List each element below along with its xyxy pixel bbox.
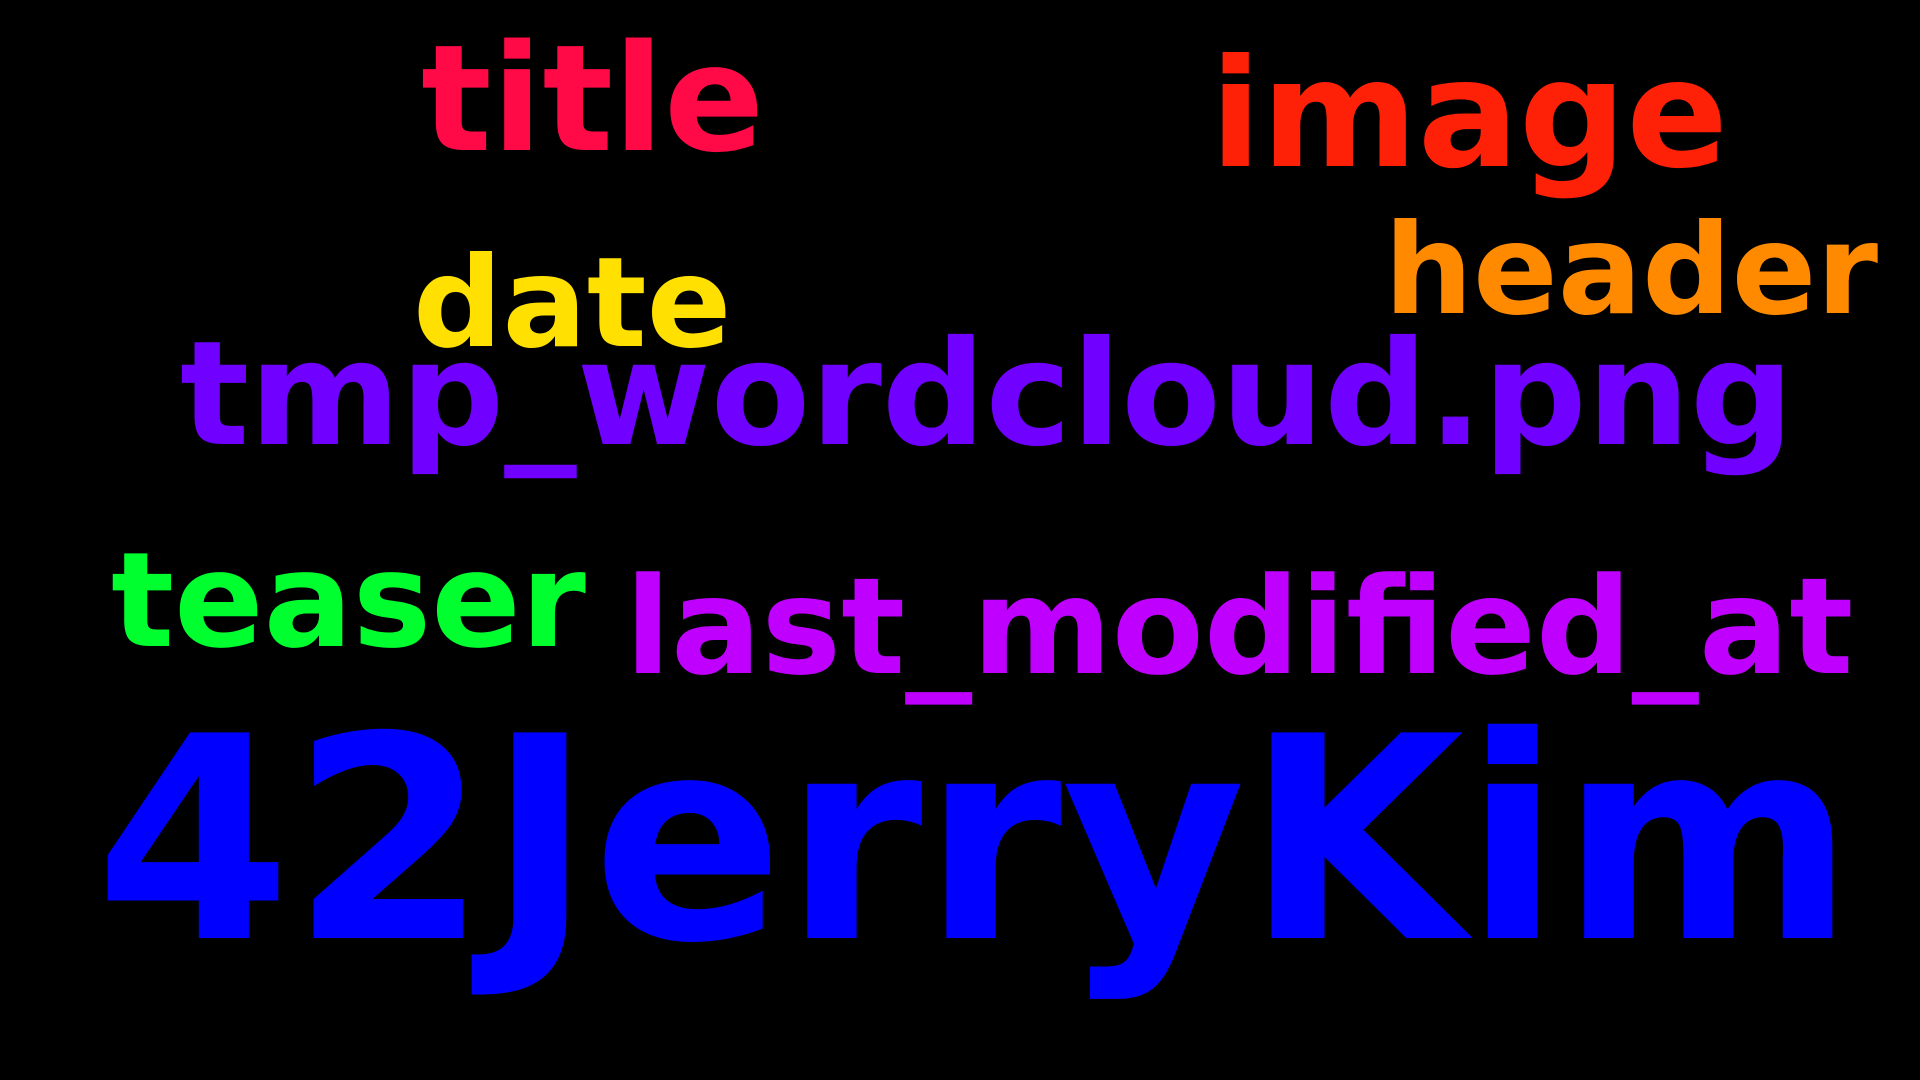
- word-date: date: [413, 231, 732, 376]
- word-42jerrykim: 42JerryKim: [95, 676, 1855, 1005]
- word-last-modified-at: last_modified_at: [625, 549, 1854, 705]
- word-tmp-wordcloud: tmp_wordcloud.png: [180, 310, 1794, 479]
- word-title: title: [421, 13, 765, 185]
- word-header: header: [1384, 198, 1879, 343]
- word-image: image: [1210, 28, 1729, 202]
- word-teaser: teaser: [111, 524, 586, 678]
